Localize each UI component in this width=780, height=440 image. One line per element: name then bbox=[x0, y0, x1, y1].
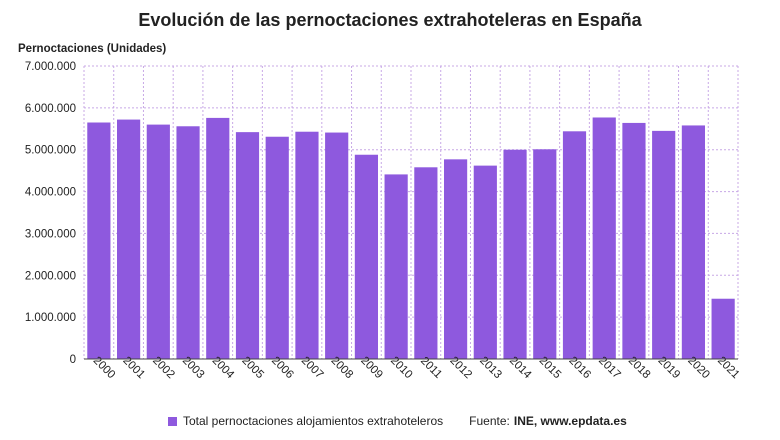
bar-2007 bbox=[295, 131, 319, 359]
bar-2013 bbox=[473, 165, 497, 359]
y-tick-label: 6.000.000 bbox=[25, 103, 76, 115]
bar-2016 bbox=[562, 131, 587, 359]
bar-2020 bbox=[681, 125, 706, 360]
bar-2010 bbox=[384, 174, 408, 359]
bar-2009 bbox=[354, 154, 379, 359]
bar-2015 bbox=[533, 149, 557, 359]
bar-2004 bbox=[206, 117, 230, 359]
bar-2005 bbox=[235, 132, 260, 359]
source-label: Fuente: bbox=[469, 414, 510, 428]
y-axis-label: Pernoctaciones (Unidades) bbox=[18, 43, 167, 55]
bar-2021 bbox=[711, 298, 735, 359]
bar-2006 bbox=[265, 136, 289, 359]
bar-2014 bbox=[503, 149, 527, 359]
legend: Total pernoctaciones alojamientos extrah… bbox=[168, 414, 627, 428]
legend-swatch bbox=[168, 416, 177, 426]
bar-2011 bbox=[414, 167, 438, 359]
legend-label: Total pernoctaciones alojamientos extrah… bbox=[183, 414, 444, 428]
bar-2003 bbox=[176, 126, 200, 359]
bar-2000 bbox=[87, 122, 111, 359]
y-tick-label: 0 bbox=[70, 354, 76, 366]
bar-2017 bbox=[592, 117, 616, 359]
bars bbox=[87, 117, 735, 360]
y-tick-label: 3.000.000 bbox=[25, 228, 76, 240]
y-tick-label: 1.000.000 bbox=[25, 312, 76, 324]
bar-2018 bbox=[622, 122, 646, 359]
bar-2001 bbox=[116, 119, 141, 359]
source-value: INE, www.epdata.es bbox=[513, 414, 627, 428]
chart-title: Evolución de las pernoctaciones extrahot… bbox=[138, 10, 642, 30]
y-axis-ticks: 0 1.000.000 2.000.000 3.000.000 4.000.000 5.0… bbox=[25, 61, 76, 366]
bar-2019 bbox=[652, 130, 676, 359]
y-tick-label: 4.000.000 bbox=[25, 187, 76, 199]
y-tick-label: 7.000.000 bbox=[25, 61, 76, 73]
bar-2002 bbox=[146, 124, 170, 359]
bar-2008 bbox=[325, 132, 349, 359]
y-tick-label: 2.000.000 bbox=[25, 270, 76, 282]
y-tick-label: 5.000.000 bbox=[25, 145, 76, 157]
bar-2012 bbox=[443, 159, 468, 359]
